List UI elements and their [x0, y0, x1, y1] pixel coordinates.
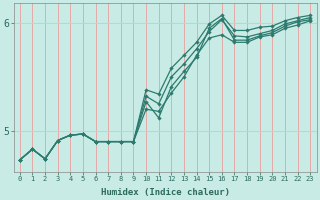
X-axis label: Humidex (Indice chaleur): Humidex (Indice chaleur)	[100, 188, 229, 197]
